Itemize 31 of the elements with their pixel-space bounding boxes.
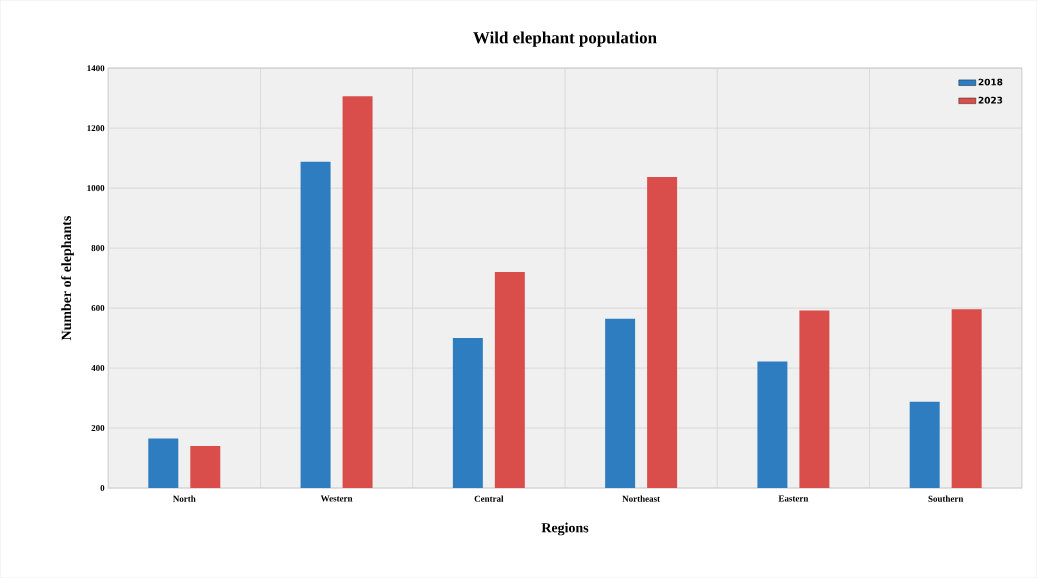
bar [799,310,830,488]
bar [909,401,940,488]
x-tick-label: Central [474,495,504,502]
x-tick-label: North [173,495,196,502]
y-tick-label: 1200 [87,125,105,132]
bar [757,361,788,488]
x-tick-label: Northeast [622,495,660,502]
legend-label: 2018 [978,78,1003,86]
y-tick-label: 400 [91,364,105,372]
y-tick-label: 200 [91,424,105,431]
bar [951,309,982,488]
bar [342,96,373,488]
bar [647,176,678,488]
x-tick-label: Western [320,495,353,502]
bar [300,161,331,488]
chart-title: Wild elephant population [473,31,657,47]
bar [452,337,483,488]
y-tick-label: 1000 [87,185,105,192]
x-tick-label: Southern [928,495,964,502]
x-axis-title: Regions [541,522,589,536]
bar [148,438,179,488]
legend-label: 2023 [978,96,1003,104]
y-tick-label: 600 [91,304,105,312]
y-axis-title: Number of elephants [61,216,74,341]
bar [190,445,221,488]
y-tick-label: 1400 [87,65,105,72]
bar [494,272,525,488]
y-tick-label: 800 [91,244,105,252]
y-tick-label: 0 [100,484,105,491]
bar [605,318,636,488]
x-tick-label: Eastern [778,495,809,502]
